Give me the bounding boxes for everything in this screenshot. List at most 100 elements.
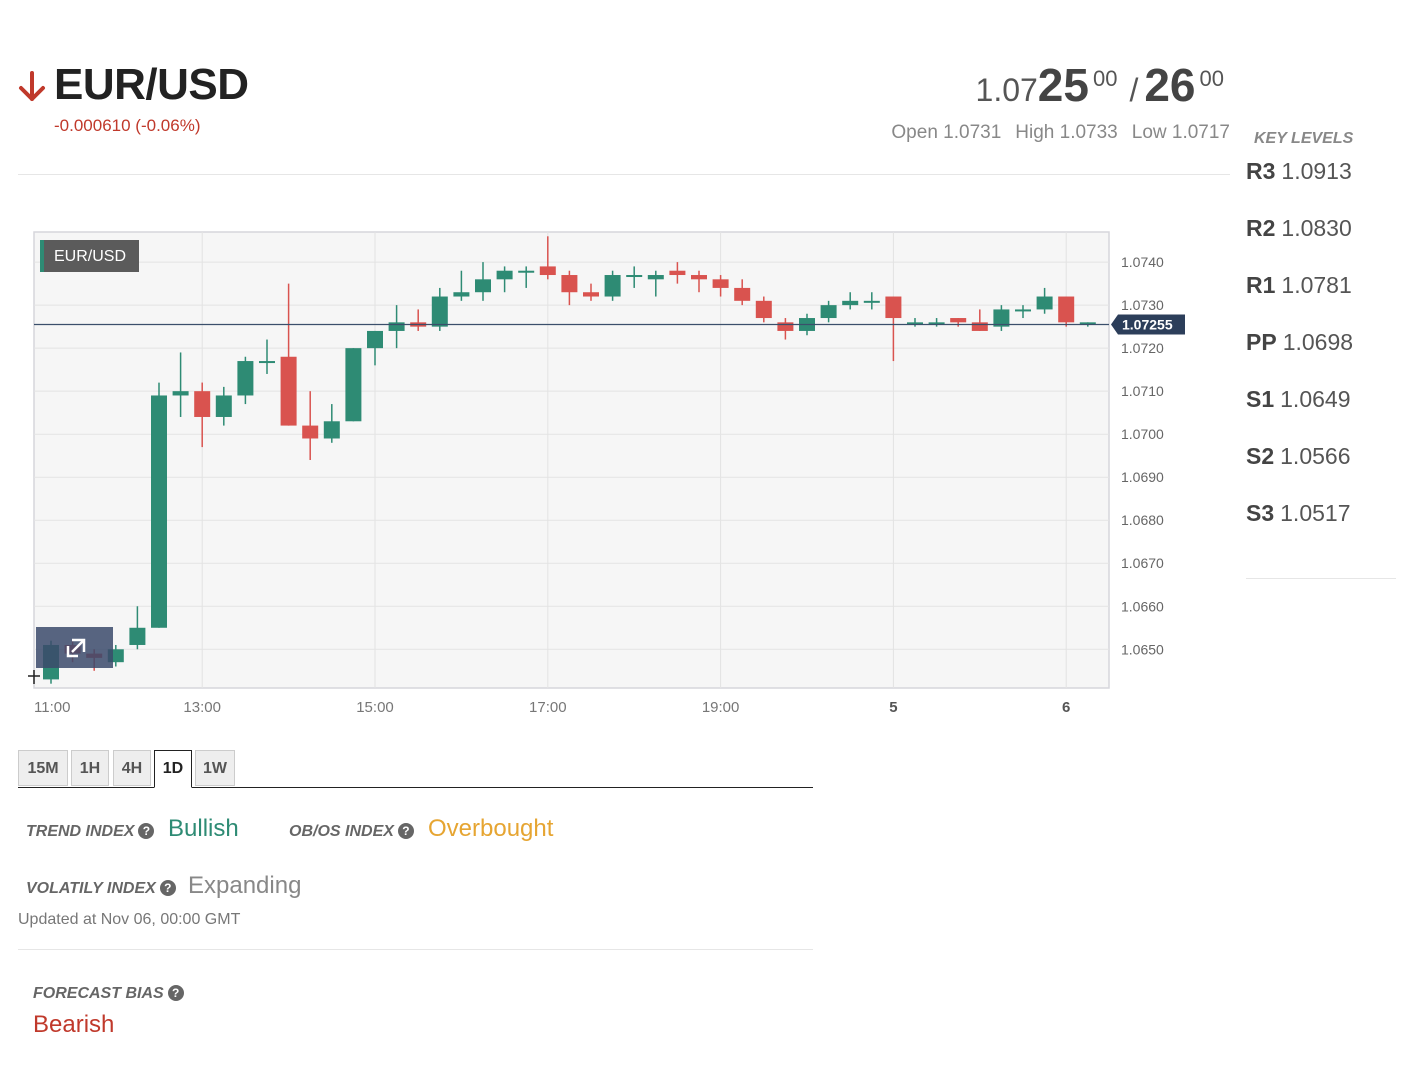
key-level-r3: R3 1.0913 [1246,158,1352,185]
candle-body [1015,309,1031,312]
ask-main: 26 [1144,59,1196,111]
trend-index-text: TREND INDEX [26,823,135,840]
expand-icon-stroke [71,639,85,653]
tab-4h[interactable]: 4H [113,750,151,786]
current-price-label: 1.07255 [1122,316,1173,332]
candle-body [237,361,254,396]
candle-body [518,270,535,273]
key-level-r2: R2 1.0830 [1246,215,1352,242]
key-level-r1: R1 1.0781 [1246,272,1352,299]
key-level-name: S3 [1246,500,1275,526]
candle-body [172,391,189,396]
help-icon[interactable]: ? [138,823,155,839]
candle-body [755,300,772,319]
y-tick-label: 1.0700 [1121,426,1164,442]
y-tick-label: 1.0710 [1121,383,1164,399]
key-level-pp: PP 1.0698 [1246,329,1353,356]
candle-body [777,322,794,331]
legend-swatch [40,240,44,272]
key-level-value: 1.0781 [1281,272,1352,298]
volatility-index-label: VOLATILY INDEX? [26,880,176,898]
y-tick-label: 1.0650 [1121,641,1164,657]
candle-body [842,300,859,306]
price-change: -0.000610 (-0.06%) [54,116,201,135]
key-levels-title: KEY LEVELS [1254,130,1354,147]
quote-separator: / [1129,72,1139,108]
candle-body [496,270,513,280]
candle-body [734,287,751,301]
help-icon[interactable]: ? [397,823,414,839]
candle-body [323,421,340,439]
tab-1w[interactable]: 1W [195,750,235,786]
expand-button[interactable] [36,627,113,668]
candle-body [626,275,643,278]
candle-body [971,322,988,331]
bid-prefix: 1.07 [975,72,1038,108]
bid-main: 25 [1037,59,1089,111]
key-level-name: S1 [1246,386,1275,412]
candle-body [669,270,686,276]
x-tick-label: 6 [1062,699,1070,716]
candle-body [539,266,556,276]
ask-sup: 00 [1199,66,1224,91]
price-chart[interactable]: 1.0650 1.0660 1.0670 1.0680 1.0690 1.0700 1.07… [28,226,1198,726]
key-level-s3: S3 1.0517 [1246,500,1351,527]
x-tick-label: 17:00 [529,699,567,716]
candle-body [691,275,707,280]
y-tick-label: 1.0690 [1121,469,1164,485]
x-tick-label: 11:00 [34,699,70,716]
y-tick-label: 1.0740 [1121,254,1164,270]
updated-timestamp: Updated at Nov 06, 00:00 GMT [18,911,241,928]
expand-icon[interactable] [66,638,86,658]
indicators-divider [18,949,813,950]
tab-1h[interactable]: 1H [71,750,109,786]
key-level-name: S2 [1246,443,1275,469]
candle-body [561,275,578,293]
key-level-s1: S1 1.0649 [1246,386,1351,413]
y-tick-label: 1.0680 [1121,512,1164,528]
candle-body [583,292,599,297]
candle-body [863,300,880,303]
open-value: Open 1.0731 [891,122,1002,143]
key-level-value: 1.0517 [1280,500,1351,526]
header-divider [18,174,1230,175]
crosshair-icon [28,670,40,684]
candle-body [259,361,275,364]
candle-body [280,356,297,426]
pair-title: EUR/USD [54,60,249,109]
current-price-badge [1111,314,1185,335]
candle-body [194,391,211,417]
help-icon[interactable]: ? [159,880,176,896]
candle-body [604,275,621,297]
candle-body [1058,296,1075,323]
candle-body [388,322,405,331]
candle-body [928,322,945,325]
candle-body [820,305,837,319]
key-level-name: R2 [1246,215,1276,241]
key-level-value: 1.0913 [1281,158,1352,184]
candle-body [885,296,902,319]
key-level-s2: S2 1.0566 [1246,443,1351,470]
candle-body [1079,322,1096,325]
key-level-value: 1.0566 [1280,443,1351,469]
x-tick-label: 15:00 [356,699,394,716]
obos-index-value: Overbought [428,815,554,842]
trend-index-label: TREND INDEX? [26,823,155,841]
candle-body [950,318,967,323]
help-icon[interactable]: ? [167,985,184,1001]
key-levels-divider [1246,578,1396,579]
plot-area [33,231,1110,689]
tab-1d[interactable]: 1D [154,750,192,788]
expand-icon-stroke [66,646,78,658]
legend-box [40,240,139,272]
candle-body [1036,296,1053,310]
key-level-name: R3 [1246,158,1276,184]
tab-15m[interactable]: 15M [18,750,68,786]
candle-body [215,395,232,417]
obos-index-label: OB/OS INDEX? [289,823,414,841]
volatility-index-value: Expanding [188,872,302,899]
y-tick-label: 1.0730 [1121,297,1164,313]
x-tick-label: 13:00 [183,699,221,716]
candle-body [345,348,362,422]
y-tick-label: 1.0720 [1121,340,1164,356]
